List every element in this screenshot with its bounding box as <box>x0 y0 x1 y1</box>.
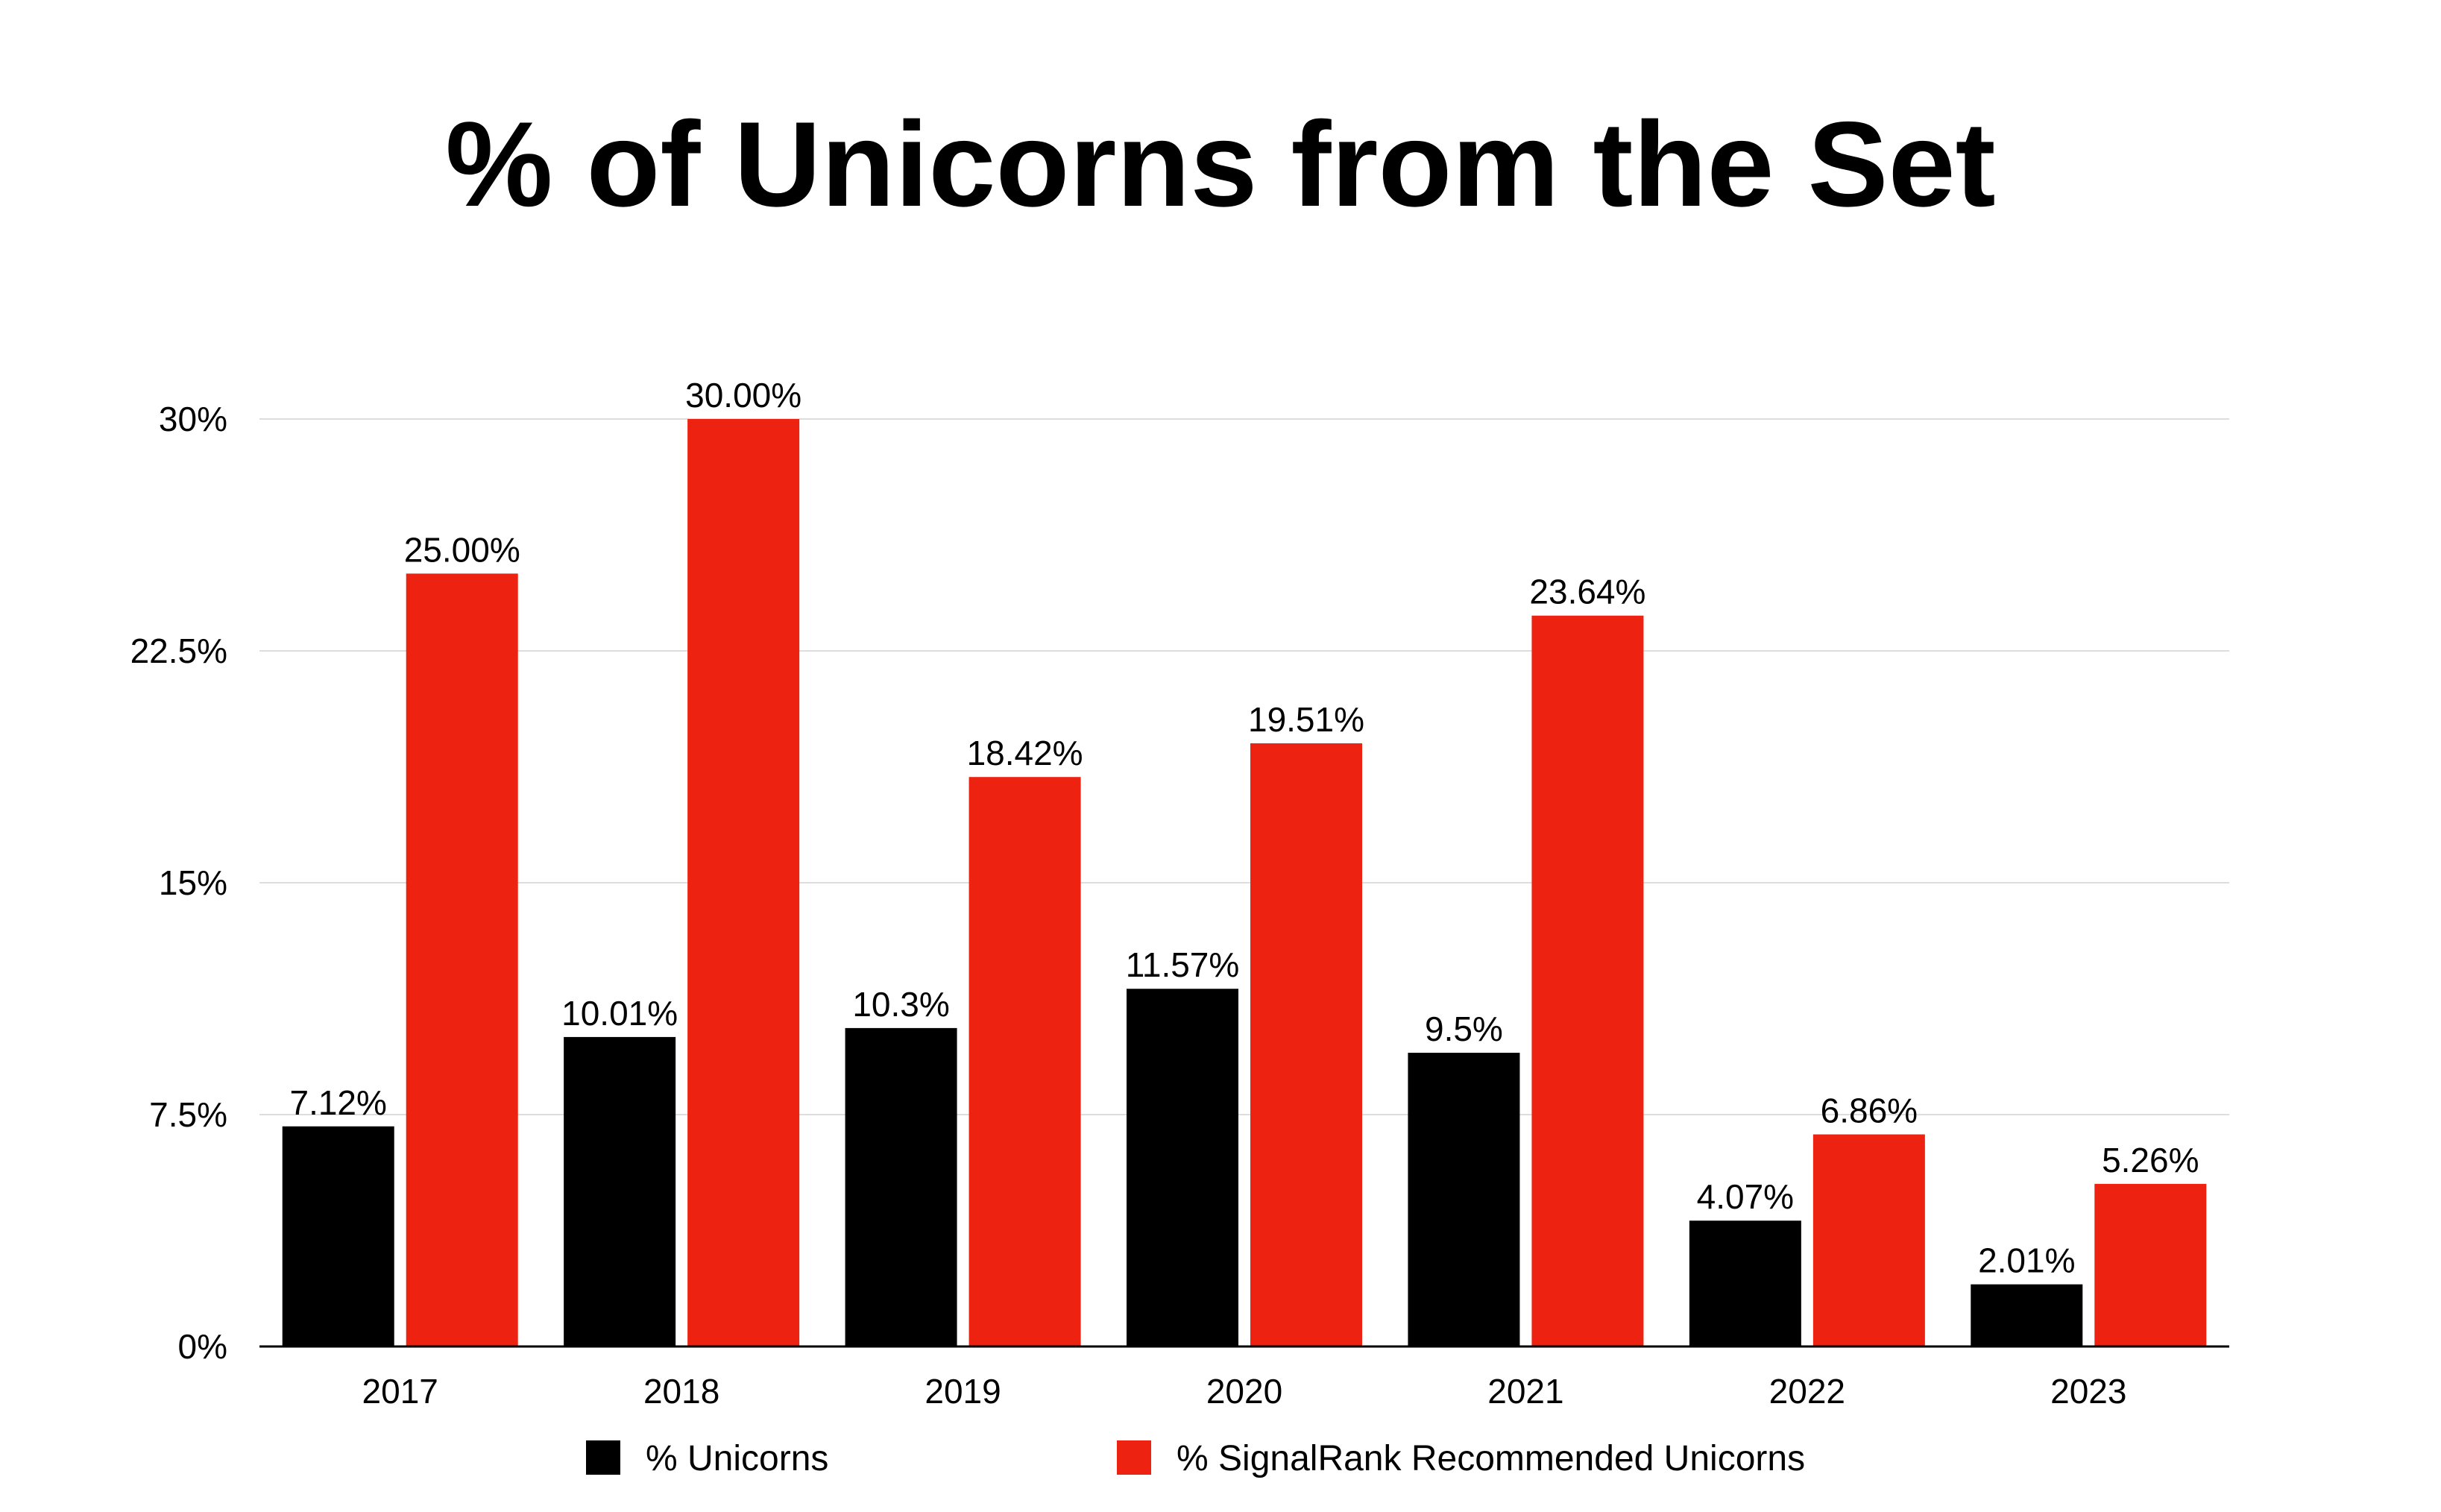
x-tick-label: 2019 <box>925 1372 1001 1411</box>
bar <box>687 419 800 1346</box>
y-tick-label: 15% <box>159 863 227 902</box>
data-label: 25.00% <box>404 530 520 569</box>
bar <box>968 777 1081 1346</box>
y-axis: 0% 7.5% 15% 22.5% 30% <box>130 400 227 1366</box>
y-tick-label: 7.5% <box>149 1095 227 1134</box>
data-label: 19.51% <box>1248 700 1364 739</box>
x-tick-label: 2022 <box>1769 1372 1845 1411</box>
bar <box>1127 989 1238 1346</box>
data-label: 18.42% <box>967 734 1083 772</box>
data-label: 6.86% <box>1821 1092 1918 1130</box>
chart-title: % of Unicorns from the Set <box>445 97 1995 232</box>
data-label: 2.01% <box>1978 1241 2075 1280</box>
x-tick-label: 2020 <box>1206 1372 1282 1411</box>
bars <box>282 419 2207 1347</box>
bar <box>564 1036 676 1346</box>
legend-swatch <box>1117 1440 1151 1475</box>
data-label: 30.00% <box>685 376 801 415</box>
bar <box>1531 615 1644 1346</box>
y-tick-label: 0% <box>178 1327 227 1366</box>
data-label: 9.5% <box>1425 1009 1503 1048</box>
bar <box>845 1027 957 1346</box>
bar <box>1971 1284 2083 1346</box>
data-label: 23.64% <box>1529 573 1645 611</box>
y-tick-label: 22.5% <box>130 631 227 670</box>
bar <box>282 1126 394 1346</box>
bar <box>1812 1134 1925 1346</box>
legend-swatch <box>586 1440 620 1475</box>
bar <box>1408 1053 1520 1346</box>
data-label: 10.01% <box>561 994 678 1033</box>
bar <box>1689 1220 1801 1346</box>
x-tick-label: 2017 <box>362 1372 438 1411</box>
data-label: 5.26% <box>2102 1141 2199 1179</box>
bar <box>406 573 518 1347</box>
bar <box>2094 1183 2207 1346</box>
data-labels: 7.12% 25.00% 10.01% 30.00% 10.3% 18.42% 11.57%… <box>289 376 2199 1280</box>
legend-label: % SignalRank Recommended Unicorns <box>1177 1439 1805 1478</box>
x-tick-label: 2018 <box>643 1372 719 1411</box>
legend-label: % Unicorns <box>646 1439 828 1478</box>
legend: % Unicorns % SignalRank Recommended Unico… <box>586 1439 1805 1478</box>
x-axis: 2017 2018 2019 2020 2021 2022 2023 <box>259 1345 2229 1411</box>
data-label: 4.07% <box>1697 1177 1794 1216</box>
data-label: 11.57% <box>1126 945 1240 984</box>
data-label: 10.3% <box>852 985 949 1024</box>
x-tick-label: 2023 <box>2050 1372 2126 1411</box>
x-tick-label: 2021 <box>1487 1372 1563 1411</box>
bar <box>1250 743 1362 1346</box>
gridlines <box>259 418 2229 1115</box>
data-label: 7.12% <box>289 1083 386 1122</box>
y-tick-label: 30% <box>159 400 227 438</box>
